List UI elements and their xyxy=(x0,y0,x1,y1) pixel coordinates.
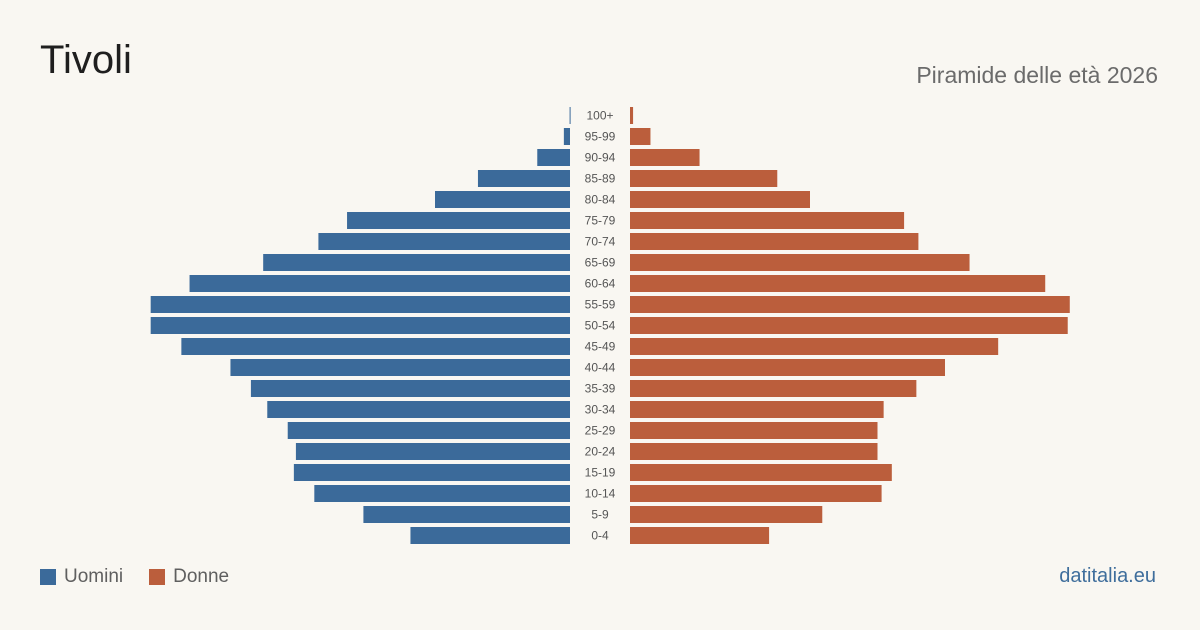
legend-item-men: Uomini xyxy=(40,566,123,588)
age-label-55-59: 55-59 xyxy=(585,298,616,312)
bar-women-25-29 xyxy=(630,422,878,439)
legend-item-women: Donne xyxy=(149,566,229,588)
page-title: Tivoli xyxy=(40,38,132,82)
bar-women-60-64 xyxy=(630,275,1046,292)
bar-women-100+ xyxy=(630,107,634,124)
bar-men-65-69 xyxy=(263,254,570,271)
age-label-35-39: 35-39 xyxy=(585,382,616,396)
bar-women-45-49 xyxy=(630,338,999,355)
age-label-85-89: 85-89 xyxy=(585,172,616,186)
age-label-5-9: 5-9 xyxy=(591,508,609,522)
legend-label-men: Uomini xyxy=(64,566,124,587)
bar-men-85-89 xyxy=(477,170,570,187)
bar-men-80-84 xyxy=(435,191,570,208)
bar-men-90-94 xyxy=(537,149,570,166)
bar-women-15-19 xyxy=(630,464,892,481)
legend-label-women: Donne xyxy=(173,566,230,587)
bar-women-20-24 xyxy=(630,443,878,460)
bar-women-0-4 xyxy=(630,527,770,544)
legend-swatch-women xyxy=(149,569,166,585)
bar-women-30-34 xyxy=(630,401,884,418)
bar-men-70-74 xyxy=(318,233,570,250)
bar-men-95-99 xyxy=(563,128,570,145)
bar-men-15-19 xyxy=(293,464,570,481)
source-link[interactable]: datitalia.eu xyxy=(1059,565,1156,587)
age-label-70-74: 70-74 xyxy=(585,235,616,249)
age-label-80-84: 80-84 xyxy=(585,193,616,207)
bar-men-45-49 xyxy=(181,338,570,355)
age-label-65-69: 65-69 xyxy=(585,256,616,270)
age-label-10-14: 10-14 xyxy=(585,487,616,501)
age-label-60-64: 60-64 xyxy=(585,277,616,291)
bar-men-60-64 xyxy=(189,275,570,292)
bar-women-10-14 xyxy=(630,485,882,502)
age-label-15-19: 15-19 xyxy=(585,466,616,480)
legend: Uomini Donne xyxy=(40,566,229,588)
bar-women-75-79 xyxy=(630,212,905,229)
bar-men-100+ xyxy=(569,107,571,124)
age-label-0-4: 0-4 xyxy=(591,529,609,543)
bar-women-70-74 xyxy=(630,233,919,250)
age-label-30-34: 30-34 xyxy=(585,403,616,417)
bar-men-5-9 xyxy=(363,506,570,523)
age-label-75-79: 75-79 xyxy=(585,214,616,228)
age-label-25-29: 25-29 xyxy=(585,424,616,438)
age-label-40-44: 40-44 xyxy=(585,361,616,375)
bar-men-25-29 xyxy=(287,422,570,439)
bar-men-10-14 xyxy=(314,485,570,502)
age-label-90-94: 90-94 xyxy=(585,151,616,165)
bar-men-35-39 xyxy=(250,380,570,397)
bar-men-0-4 xyxy=(410,527,570,544)
bar-men-30-34 xyxy=(267,401,570,418)
bar-women-90-94 xyxy=(630,149,700,166)
bar-women-80-84 xyxy=(630,191,810,208)
bar-men-20-24 xyxy=(295,443,570,460)
chart-subtitle: Piramide delle età 2026 xyxy=(916,62,1158,88)
bar-men-75-79 xyxy=(347,212,570,229)
age-label-45-49: 45-49 xyxy=(585,340,616,354)
bar-women-65-69 xyxy=(630,254,970,271)
bar-women-5-9 xyxy=(630,506,823,523)
age-label-100+: 100+ xyxy=(586,109,613,123)
bar-women-85-89 xyxy=(630,170,778,187)
legend-swatch-men xyxy=(40,569,56,585)
bar-men-50-54 xyxy=(150,317,570,334)
bar-women-40-44 xyxy=(630,359,945,376)
age-label-95-99: 95-99 xyxy=(585,130,616,144)
age-label-20-24: 20-24 xyxy=(585,445,616,459)
bar-men-40-44 xyxy=(230,359,571,376)
bar-women-50-54 xyxy=(630,317,1068,334)
bar-men-55-59 xyxy=(150,296,570,313)
bar-women-95-99 xyxy=(630,128,651,145)
bar-women-35-39 xyxy=(630,380,917,397)
bar-women-55-59 xyxy=(630,296,1070,313)
age-label-50-54: 50-54 xyxy=(585,319,616,333)
